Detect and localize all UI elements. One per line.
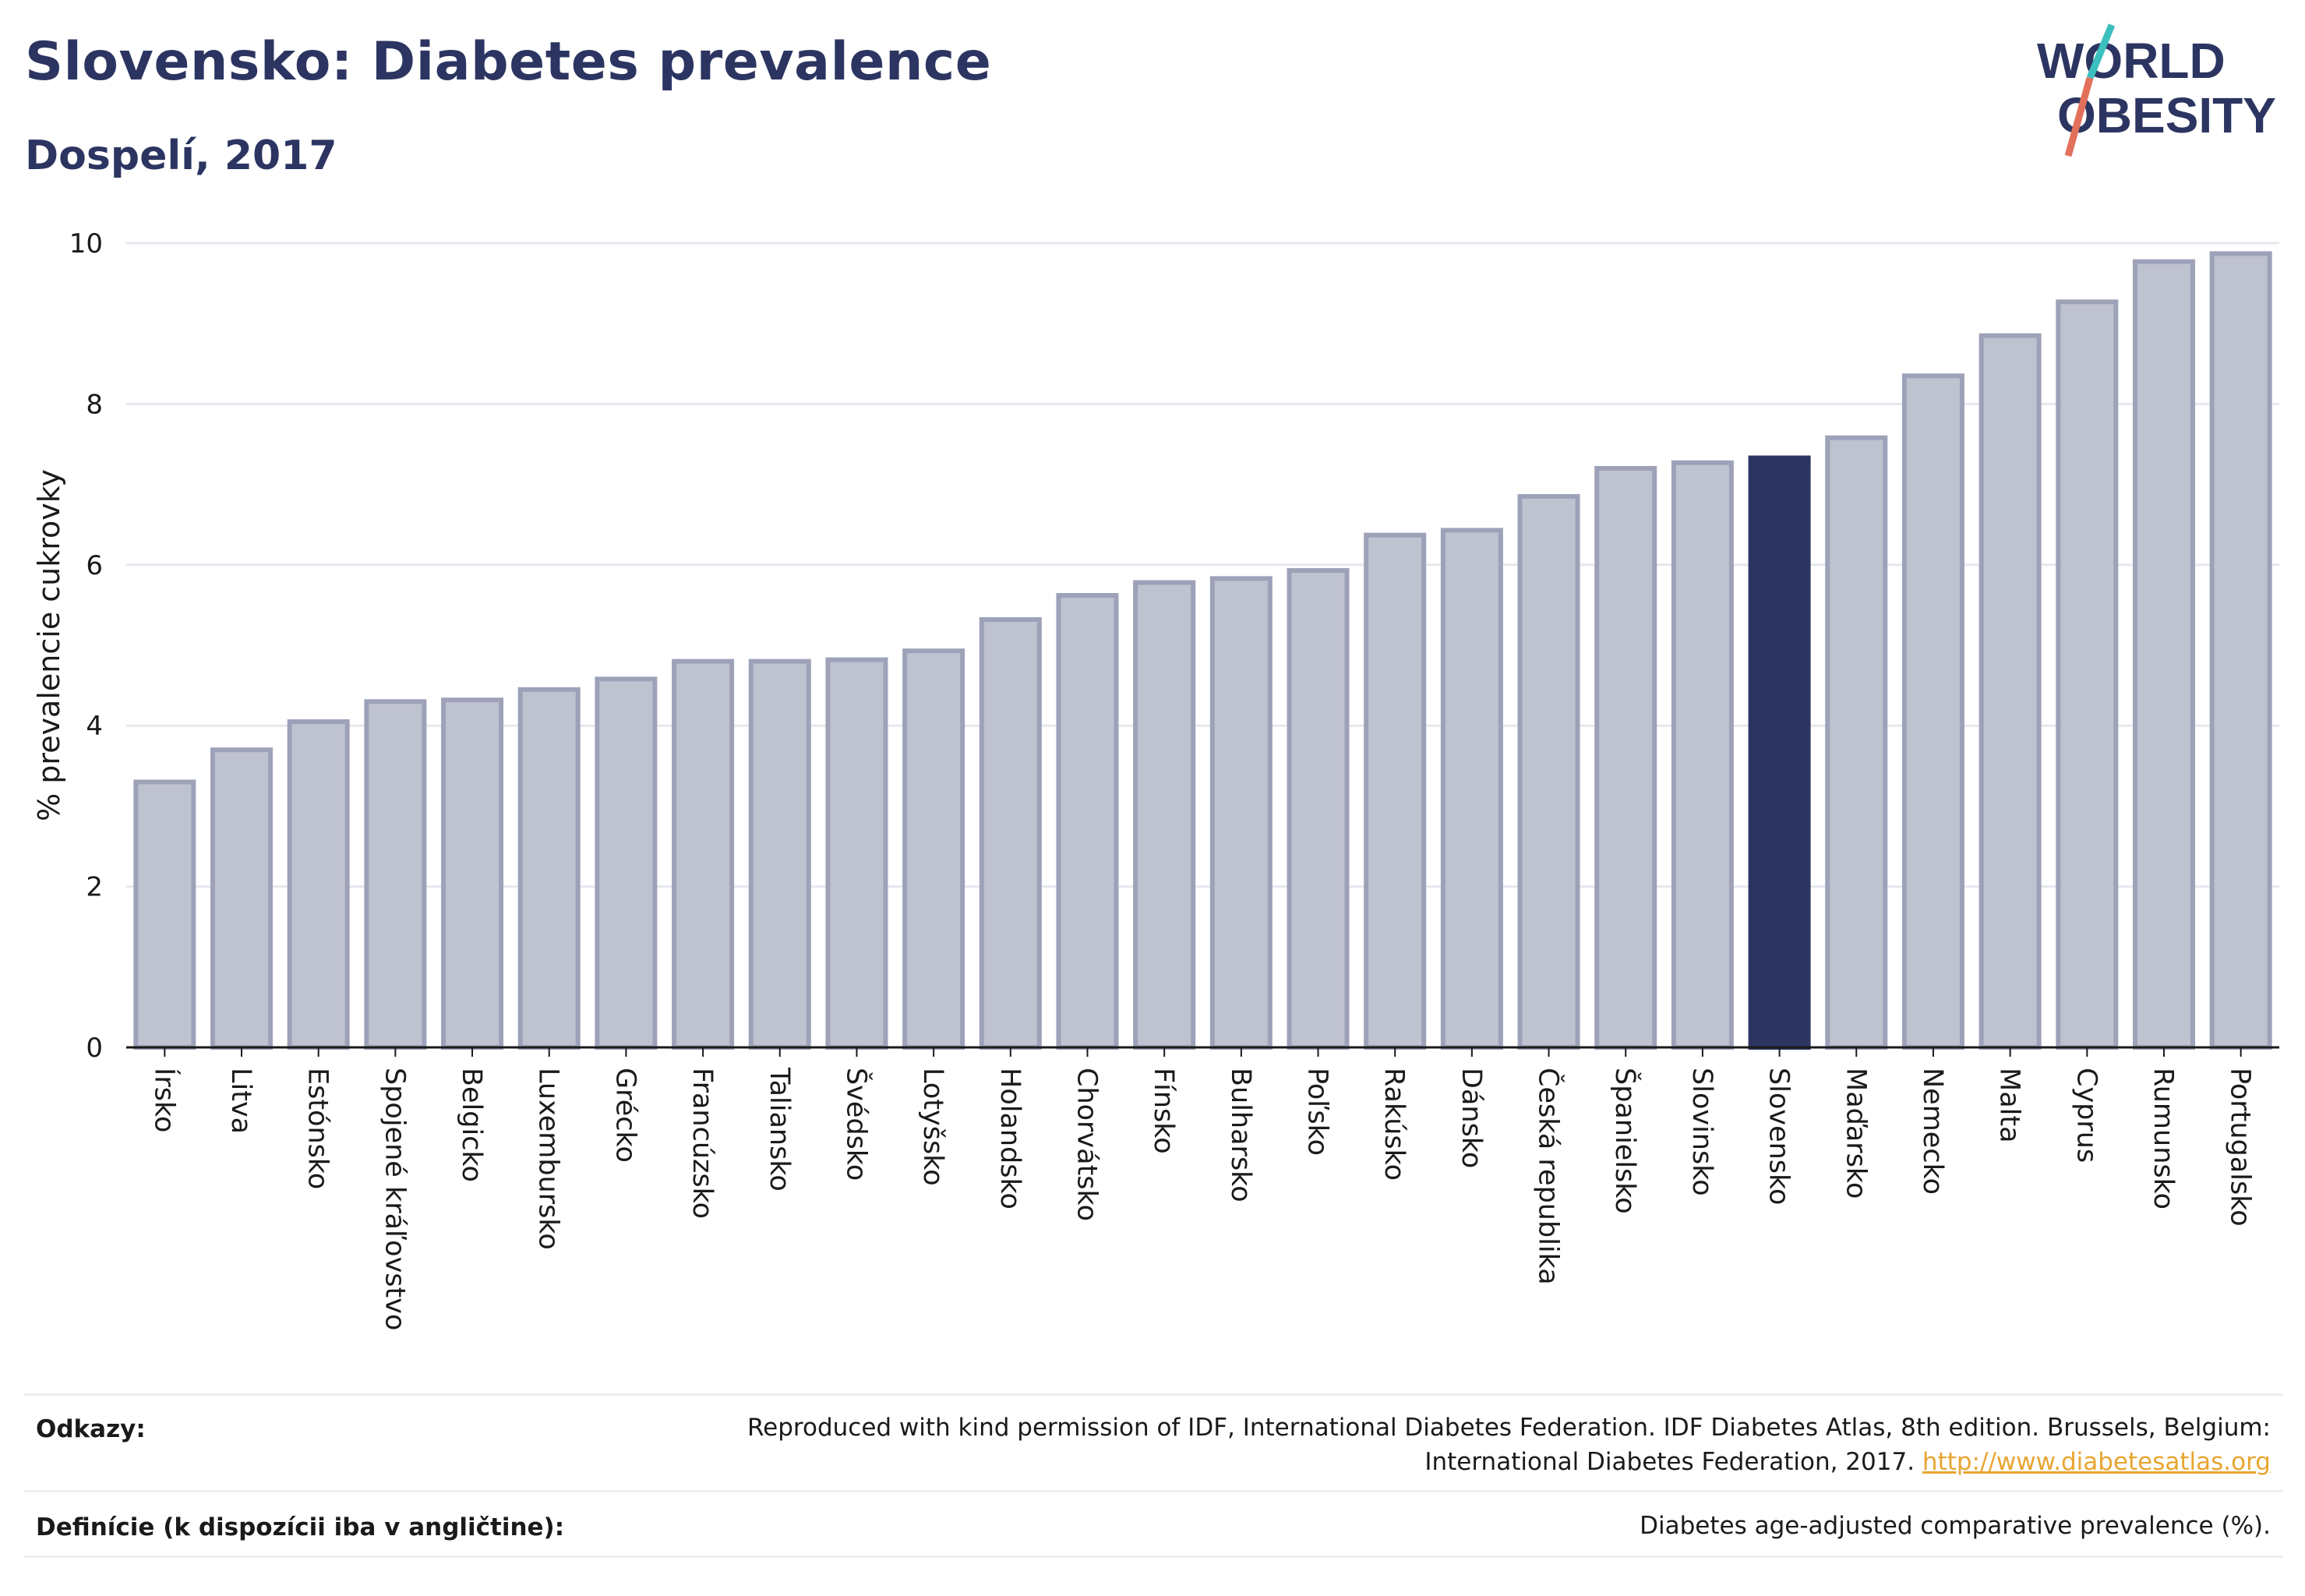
- bar: [441, 697, 504, 1050]
- bar: [1517, 494, 1580, 1050]
- x-tick-label: Rakúsko: [1378, 1068, 1410, 1181]
- bar: [825, 657, 888, 1050]
- x-tick-label: Maďarsko: [1840, 1068, 1871, 1199]
- bar: [1825, 435, 1888, 1050]
- bar: [1364, 532, 1427, 1050]
- definitions-label: Definície (k dispozícii iba v angličtine…: [36, 1513, 565, 1541]
- y-tick-label: 6: [86, 550, 103, 581]
- references-line-2: International Diabetes Federation, 2017.…: [747, 1445, 2271, 1479]
- bar-highlight: [1748, 455, 1811, 1050]
- x-tick-label: Taliansko: [764, 1067, 795, 1192]
- bar: [1978, 333, 2042, 1050]
- x-tick-label: Švédsko: [840, 1068, 873, 1181]
- x-tick-label: Slovinsko: [1686, 1068, 1717, 1196]
- x-tick-label: Nemecko: [1917, 1068, 1948, 1195]
- x-tick-label: Slovensko: [1763, 1068, 1795, 1205]
- references-text: Reproduced with kind permission of IDF, …: [747, 1411, 2271, 1479]
- x-tick-label: Poľsko: [1302, 1068, 1333, 1156]
- y-tick-label: 4: [86, 711, 103, 742]
- svg-text:OBESITY: OBESITY: [2057, 87, 2276, 143]
- x-tick-label: Bulharsko: [1225, 1068, 1256, 1202]
- x-tick-label: Grécko: [609, 1068, 641, 1163]
- bar: [2056, 299, 2119, 1050]
- bar: [2209, 251, 2272, 1050]
- bar: [1133, 580, 1196, 1050]
- x-tick-label: Chorvátsko: [1071, 1068, 1102, 1221]
- bar: [133, 779, 196, 1050]
- x-tick-label: Cyprus: [2070, 1068, 2102, 1163]
- bar: [1901, 373, 1964, 1050]
- x-tick-label: Francúzsko: [687, 1068, 718, 1219]
- x-tick-label: Malta: [1994, 1068, 2025, 1143]
- world-obesity-logo: WORLD OBESITY: [2037, 23, 2276, 157]
- x-tick-label: Belgicko: [456, 1068, 487, 1182]
- bar: [748, 659, 811, 1050]
- bar: [364, 699, 427, 1050]
- x-tick-label: Dánsko: [1456, 1068, 1487, 1168]
- page-title: Slovensko: Diabetes prevalence: [25, 31, 992, 93]
- bar: [1594, 465, 1657, 1050]
- x-tick-label: Litva: [225, 1068, 256, 1134]
- bar: [2132, 259, 2195, 1050]
- x-tick-label: Fínsko: [1148, 1068, 1179, 1154]
- x-tick-label: Luxembursko: [533, 1068, 564, 1250]
- bar-chart: 0 2 4 6 8 10 % prevalencie cukrovky Írsko Litva E…: [32, 228, 2279, 1330]
- page-subtitle: Dospelí, 2017: [25, 132, 337, 179]
- bar: [979, 616, 1042, 1050]
- references-label: Odkazy:: [36, 1415, 146, 1443]
- footer-divider: [23, 1490, 2283, 1492]
- diabetes-atlas-link[interactable]: http://www.diabetesatlas.org: [1922, 1448, 2271, 1476]
- bar: [1440, 528, 1503, 1050]
- bar: [1209, 576, 1273, 1050]
- x-tick-label: Španielsko: [1609, 1068, 1642, 1214]
- bar: [1671, 460, 1734, 1050]
- footer-divider: [23, 1555, 2283, 1558]
- bar: [1287, 568, 1350, 1050]
- footer-references: Odkazy: Reproduced with kind permission …: [23, 1411, 2283, 1488]
- x-tick-label: Portugalsko: [2225, 1068, 2256, 1227]
- bar: [672, 659, 735, 1050]
- x-tick-label: Lotyšsko: [917, 1068, 948, 1186]
- bar: [1056, 593, 1119, 1050]
- y-axis-title: % prevalencie cukrovky: [32, 469, 66, 821]
- bar: [517, 687, 581, 1050]
- x-tick-label: Rumunsko: [2148, 1068, 2179, 1209]
- bar: [595, 676, 658, 1050]
- x-tick-label: Holandsko: [994, 1068, 1025, 1209]
- references-line-1: Reproduced with kind permission of IDF, …: [747, 1414, 2271, 1442]
- footer-divider: [23, 1393, 2283, 1396]
- x-tick-label: Írsko: [148, 1068, 181, 1132]
- bar: [902, 648, 965, 1050]
- y-tick-label: 10: [69, 228, 103, 260]
- y-tick-label: 2: [86, 872, 103, 903]
- footer-definitions: Definície (k dispozícii iba v angličtine…: [23, 1507, 2283, 1554]
- x-tick-label: Estónsko: [302, 1068, 334, 1189]
- y-tick-label: 8: [86, 389, 103, 420]
- x-tick-label: Česká republika: [1533, 1068, 1565, 1285]
- x-tick-label: Spojené kráľovstvo: [379, 1068, 410, 1330]
- definitions-text: Diabetes age-adjusted comparative preval…: [1640, 1512, 2271, 1540]
- bar: [287, 719, 350, 1050]
- svg-text:WORLD: WORLD: [2037, 33, 2226, 89]
- references-line-2-text: International Diabetes Federation, 2017.: [1424, 1448, 1915, 1476]
- bar: [210, 747, 274, 1050]
- y-tick-label: 0: [86, 1033, 103, 1064]
